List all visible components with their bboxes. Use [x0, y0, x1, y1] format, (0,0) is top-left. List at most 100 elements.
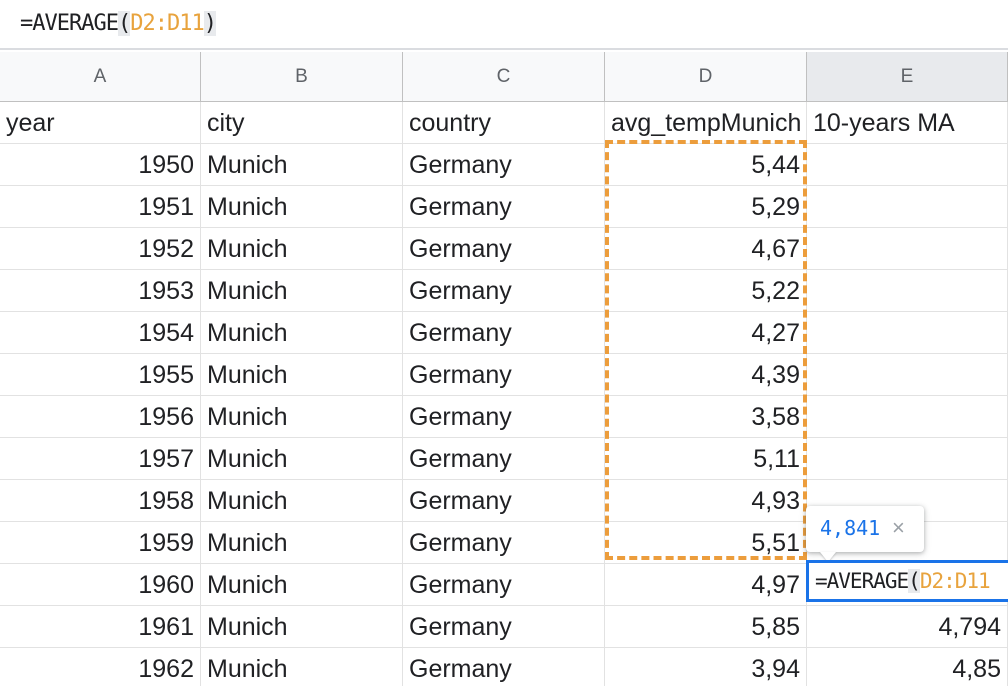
- cell-city[interactable]: Munich: [201, 312, 403, 354]
- table-row: 1952 Munich Germany 4,67: [0, 228, 1008, 270]
- formula-close-paren: ): [203, 11, 217, 36]
- table-row: 1962 Munich Germany 3,94 4,85: [0, 648, 1008, 686]
- cell-city[interactable]: Munich: [201, 438, 403, 480]
- cell-avg-temp[interactable]: 5,11: [605, 438, 807, 480]
- cell-year[interactable]: 1956: [0, 396, 201, 438]
- table-row: 1961 Munich Germany 5,85 4,794: [0, 606, 1008, 648]
- cell-moving-average[interactable]: [807, 354, 1008, 396]
- cell-country[interactable]: Germany: [403, 312, 605, 354]
- cell-avg-temp[interactable]: 4,97: [605, 564, 807, 606]
- preview-value: 4,841: [820, 516, 881, 540]
- cell-country[interactable]: Germany: [403, 648, 605, 686]
- cell-avg-temp[interactable]: 5,51: [605, 522, 807, 564]
- cell-year[interactable]: 1957: [0, 438, 201, 480]
- cell-country[interactable]: Germany: [403, 144, 605, 186]
- cell-year[interactable]: 1955: [0, 354, 201, 396]
- table-row: 1955 Munich Germany 4,39: [0, 354, 1008, 396]
- cell-avg-temp[interactable]: 5,29: [605, 186, 807, 228]
- header-cell-city[interactable]: city: [201, 102, 403, 144]
- cell-avg-temp[interactable]: 4,39: [605, 354, 807, 396]
- cell-avg-temp[interactable]: 5,22: [605, 270, 807, 312]
- cell-moving-average[interactable]: [807, 396, 1008, 438]
- active-cell-formula[interactable]: =AVERAGE(D2:D11: [815, 569, 991, 593]
- active-cell-editor[interactable]: =AVERAGE(D2:D11: [806, 560, 1008, 602]
- cell-year[interactable]: 1952: [0, 228, 201, 270]
- cell-year[interactable]: 1961: [0, 606, 201, 648]
- table-header-row: year city country avg_tempMunich 10-year…: [0, 102, 1008, 144]
- column-header-e[interactable]: E: [807, 52, 1008, 102]
- cell-country[interactable]: Germany: [403, 354, 605, 396]
- cell-city[interactable]: Munich: [201, 396, 403, 438]
- cell-moving-average[interactable]: [807, 186, 1008, 228]
- cell-moving-average[interactable]: [807, 144, 1008, 186]
- table-row: 1956 Munich Germany 3,58: [0, 396, 1008, 438]
- cell-year[interactable]: 1953: [0, 270, 201, 312]
- table-row: 1951 Munich Germany 5,29: [0, 186, 1008, 228]
- cell-country[interactable]: Germany: [403, 564, 605, 606]
- cell-city[interactable]: Munich: [201, 186, 403, 228]
- formula-open-paren: (: [117, 11, 131, 36]
- cell-city[interactable]: Munich: [201, 480, 403, 522]
- cell-moving-average[interactable]: 4,794: [807, 606, 1008, 648]
- header-cell-avg-temp[interactable]: avg_tempMunich: [605, 102, 807, 144]
- cell-year[interactable]: 1960: [0, 564, 201, 606]
- cell-moving-average[interactable]: [807, 438, 1008, 480]
- cell-moving-average[interactable]: [807, 312, 1008, 354]
- cell-year[interactable]: 1959: [0, 522, 201, 564]
- cell-year[interactable]: 1950: [0, 144, 201, 186]
- active-formula-range: D2:D11: [919, 569, 991, 593]
- table-row: 1950 Munich Germany 5,44: [0, 144, 1008, 186]
- cell-country[interactable]: Germany: [403, 606, 605, 648]
- cell-year[interactable]: 1958: [0, 480, 201, 522]
- column-header-c[interactable]: C: [403, 52, 605, 102]
- column-header-a[interactable]: A: [0, 52, 201, 102]
- cell-country[interactable]: Germany: [403, 186, 605, 228]
- cell-country[interactable]: Germany: [403, 270, 605, 312]
- tooltip-pointer: [820, 552, 836, 562]
- cell-avg-temp[interactable]: 4,27: [605, 312, 807, 354]
- cell-city[interactable]: Munich: [201, 144, 403, 186]
- cell-country[interactable]: Germany: [403, 228, 605, 270]
- active-formula-paren: (: [908, 569, 921, 593]
- table-row: 1959 Munich Germany 5,51: [0, 522, 1008, 564]
- cell-country[interactable]: Germany: [403, 438, 605, 480]
- formula-range-reference: D2:D11: [130, 11, 204, 36]
- cell-avg-temp[interactable]: 3,94: [605, 648, 807, 686]
- column-header-b[interactable]: B: [201, 52, 403, 102]
- cell-country[interactable]: Germany: [403, 480, 605, 522]
- cell-avg-temp[interactable]: 5,85: [605, 606, 807, 648]
- formula-text[interactable]: =AVERAGE(D2:D11): [20, 11, 217, 36]
- active-formula-function: =AVERAGE: [815, 569, 909, 593]
- cell-avg-temp[interactable]: 5,44: [605, 144, 807, 186]
- cell-avg-temp[interactable]: 4,93: [605, 480, 807, 522]
- cell-city[interactable]: Munich: [201, 564, 403, 606]
- table-row: 1957 Munich Germany 5,11: [0, 438, 1008, 480]
- formula-result-preview: 4,841 ×: [806, 506, 924, 562]
- column-header-d[interactable]: D: [605, 52, 807, 102]
- cell-country[interactable]: Germany: [403, 522, 605, 564]
- cell-city[interactable]: Munich: [201, 648, 403, 686]
- cell-moving-average[interactable]: [807, 270, 1008, 312]
- header-cell-moving-average[interactable]: 10-years MA: [807, 102, 1008, 144]
- header-cell-country[interactable]: country: [403, 102, 605, 144]
- cell-year[interactable]: 1954: [0, 312, 201, 354]
- cell-year[interactable]: 1962: [0, 648, 201, 686]
- cell-city[interactable]: Munich: [201, 606, 403, 648]
- cell-city[interactable]: Munich: [201, 228, 403, 270]
- cell-city[interactable]: Munich: [201, 522, 403, 564]
- table-row: 1958 Munich Germany 4,93: [0, 480, 1008, 522]
- cell-avg-temp[interactable]: 3,58: [605, 396, 807, 438]
- table-row: 1953 Munich Germany 5,22: [0, 270, 1008, 312]
- header-cell-year[interactable]: year: [0, 102, 201, 144]
- cell-city[interactable]: Munich: [201, 354, 403, 396]
- cell-moving-average[interactable]: [807, 228, 1008, 270]
- cell-year[interactable]: 1951: [0, 186, 201, 228]
- cell-moving-average[interactable]: 4,85: [807, 648, 1008, 686]
- formula-bar[interactable]: =AVERAGE(D2:D11): [0, 0, 1008, 50]
- spreadsheet-grid[interactable]: A B C D E year city country avg_tempMuni…: [0, 52, 1008, 686]
- formula-function: =AVERAGE: [20, 11, 119, 36]
- cell-city[interactable]: Munich: [201, 270, 403, 312]
- cell-avg-temp[interactable]: 4,67: [605, 228, 807, 270]
- cell-country[interactable]: Germany: [403, 396, 605, 438]
- close-icon[interactable]: ×: [892, 515, 905, 540]
